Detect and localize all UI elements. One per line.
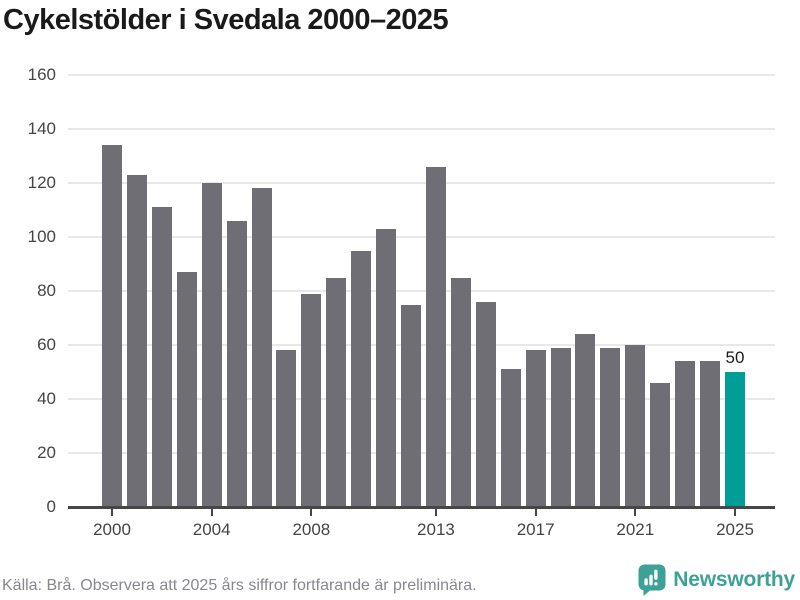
y-tick-label-140: 140 [27, 119, 56, 138]
bar-2009 [326, 277, 347, 506]
bar-value-label-2025: 50 [725, 348, 745, 367]
bar-2005 [226, 220, 247, 506]
y-tick-label-100: 100 [27, 227, 56, 246]
y-tick-label-0: 0 [46, 497, 56, 516]
x-tick-2025 [734, 509, 736, 516]
bar-2015 [475, 301, 496, 506]
bar-2021 [625, 345, 646, 506]
y-tick-label-120: 120 [27, 173, 56, 192]
x-tick-2004 [210, 509, 213, 516]
x-tick-label-2008: 2008 [292, 520, 331, 539]
bar-2003 [176, 272, 197, 506]
bar-2017 [525, 350, 546, 506]
bar-2007 [276, 350, 297, 506]
bar-2010 [351, 250, 372, 506]
y-tick-label-40: 40 [37, 389, 56, 408]
bar-2013 [425, 166, 446, 506]
x-tick-2021 [634, 509, 637, 516]
bar-2018 [550, 347, 571, 506]
speech-bubble-chart-icon [638, 564, 666, 596]
source-note: Källa: Brå. Observera att 2025 års siffr… [2, 577, 477, 594]
x-tick-label-2004: 2004 [192, 520, 231, 539]
x-tick-2000 [111, 509, 113, 516]
gridline-80 [68, 290, 775, 292]
gridline-100 [68, 236, 775, 238]
x-tick-label-2025: 2025 [716, 520, 754, 539]
gridline-120 [68, 182, 775, 184]
y-tick-label-20: 20 [37, 443, 56, 462]
bar-2022 [650, 382, 671, 506]
chart-title: Cykelstölder i Svedala 2000–2025 [3, 4, 449, 36]
bar-2001 [126, 174, 147, 506]
bar-2011 [376, 228, 397, 506]
x-axis-line [68, 506, 775, 509]
bar-2023 [675, 361, 696, 506]
bar-2002 [151, 207, 172, 506]
bar-2000 [102, 145, 122, 506]
gridline-40 [68, 398, 775, 400]
bar-2014 [450, 277, 471, 506]
y-tick-label-160: 160 [27, 65, 56, 84]
bar-2025 [725, 372, 745, 506]
x-tick-label-2021: 2021 [616, 520, 655, 539]
bar-2024 [700, 361, 721, 506]
gridline-60 [68, 344, 775, 346]
bar-2006 [251, 188, 272, 506]
x-tick-2013 [434, 509, 437, 516]
bar-2012 [401, 304, 422, 506]
x-tick-label-2013: 2013 [417, 520, 455, 539]
bar-2019 [575, 334, 596, 506]
newsworthy-logo: Newsworthy [638, 564, 795, 596]
x-tick-label-2000: 2000 [93, 520, 131, 539]
gridline-20 [68, 452, 775, 454]
bar-2020 [600, 347, 621, 506]
gridline-140 [68, 128, 775, 130]
bar-2016 [500, 369, 521, 506]
bar-2008 [301, 293, 322, 506]
x-tick-2008 [310, 509, 313, 516]
gridline-160 [68, 74, 775, 76]
newsworthy-wordmark: Newsworthy [673, 568, 795, 591]
y-tick-label-60: 60 [37, 335, 56, 354]
y-tick-label-80: 80 [37, 281, 56, 300]
bar-2004 [201, 183, 222, 506]
x-tick-label-2017: 2017 [516, 520, 555, 539]
x-tick-2017 [534, 509, 537, 516]
